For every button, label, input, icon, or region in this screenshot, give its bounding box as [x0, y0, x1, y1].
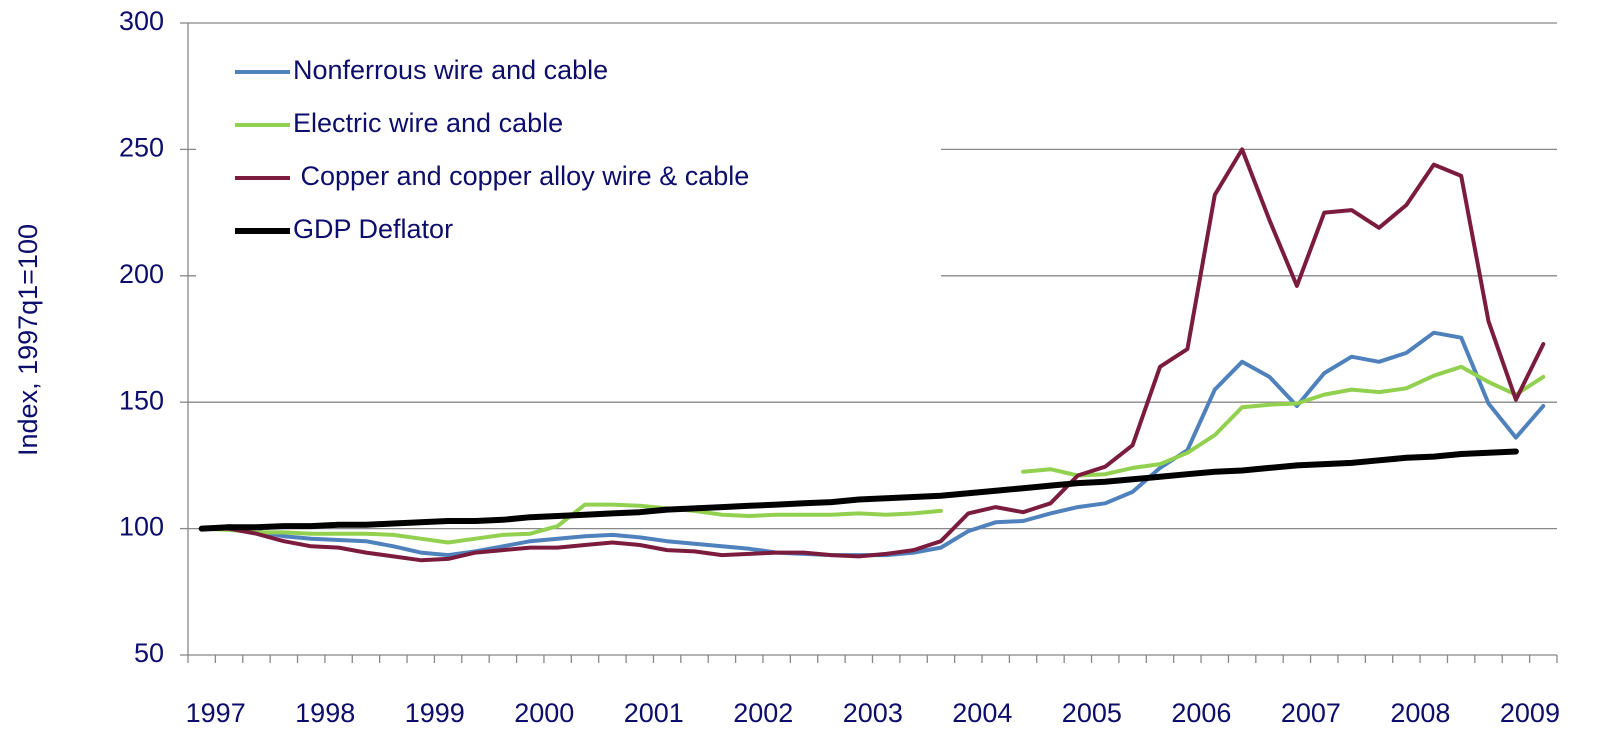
x-tick-label: 2000	[514, 698, 574, 728]
y-tick-label: 200	[119, 259, 164, 289]
x-tick-label: 2002	[733, 698, 793, 728]
y-tick-label: 50	[134, 638, 164, 668]
x-tick-label: 2006	[1171, 698, 1231, 728]
series-line	[199, 147, 1546, 563]
x-tick-label: 2009	[1500, 698, 1560, 728]
legend-label: Electric wire and cable	[293, 108, 563, 138]
y-tick-label: 300	[119, 6, 164, 36]
x-tick-label: 2003	[843, 698, 903, 728]
legend-label: GDP Deflator	[293, 214, 453, 244]
x-tick-label: 1999	[405, 698, 465, 728]
legend-label: Nonferrous wire and cable	[293, 55, 608, 85]
x-tick-label: 1997	[186, 698, 246, 728]
legend-label: Copper and copper alloy wire & cable	[293, 161, 749, 191]
x-tick-label: 1998	[295, 698, 355, 728]
series-line	[199, 364, 1546, 545]
series-line	[198, 448, 1519, 532]
y-axis-label: Index, 1997q1=100	[13, 224, 43, 456]
x-tick-label: 2007	[1281, 698, 1341, 728]
y-tick-label: 250	[119, 133, 164, 163]
y-tick-label: 150	[119, 385, 164, 415]
x-tick-label: 2008	[1390, 698, 1450, 728]
legend-box	[196, 51, 941, 281]
x-tick-label: 2001	[624, 698, 684, 728]
x-tick-label: 2004	[952, 698, 1012, 728]
x-tick-label: 2005	[1062, 698, 1122, 728]
y-tick-label: 100	[119, 512, 164, 542]
